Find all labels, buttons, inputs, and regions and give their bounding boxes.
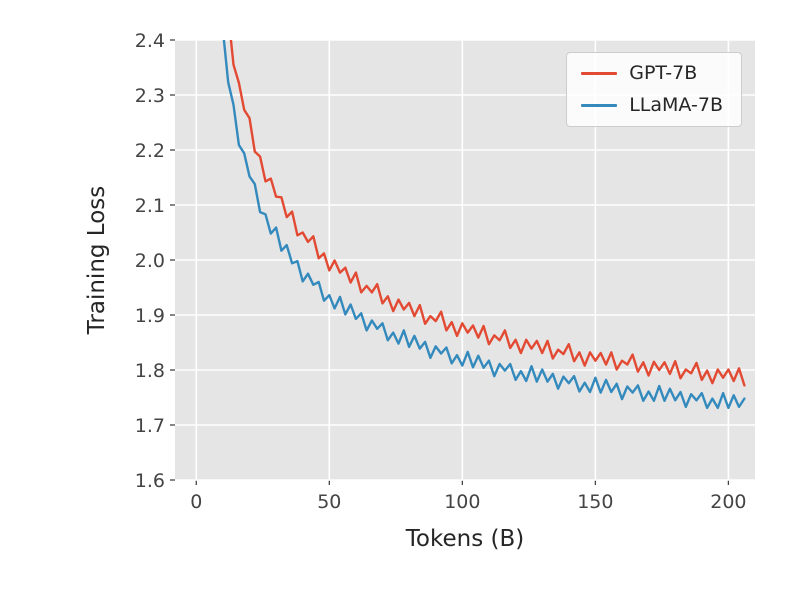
x-axis-label: Tokens (B) — [405, 526, 525, 552]
svg-text:0: 0 — [190, 491, 202, 513]
svg-text:2.1: 2.1 — [135, 195, 165, 217]
svg-text:1.9: 1.9 — [135, 305, 165, 327]
svg-text:2.3: 2.3 — [135, 85, 165, 107]
llama-7b-line-swatch — [581, 103, 618, 108]
svg-text:50: 50 — [317, 491, 341, 513]
svg-text:100: 100 — [444, 491, 480, 513]
legend-item-llama-7b: LLaMA-7B — [581, 96, 723, 115]
svg-text:150: 150 — [577, 491, 613, 513]
legend: GPT-7B LLaMA-7B — [566, 52, 742, 127]
svg-text:1.7: 1.7 — [135, 415, 165, 437]
legend-label-gpt-7b: GPT-7B — [629, 62, 698, 84]
legend-item-gpt-7b: GPT-7B — [581, 64, 723, 83]
svg-text:1.6: 1.6 — [135, 470, 165, 492]
svg-text:1.8: 1.8 — [135, 360, 165, 382]
legend-label-llama-7b: LLaMA-7B — [629, 94, 723, 116]
y-axis-label: Training Loss — [84, 185, 110, 335]
svg-text:2.4: 2.4 — [135, 30, 165, 52]
svg-text:2.2: 2.2 — [135, 140, 165, 162]
svg-text:2.0: 2.0 — [135, 250, 165, 272]
gpt-7b-line-swatch — [581, 71, 618, 76]
svg-text:200: 200 — [710, 491, 746, 513]
